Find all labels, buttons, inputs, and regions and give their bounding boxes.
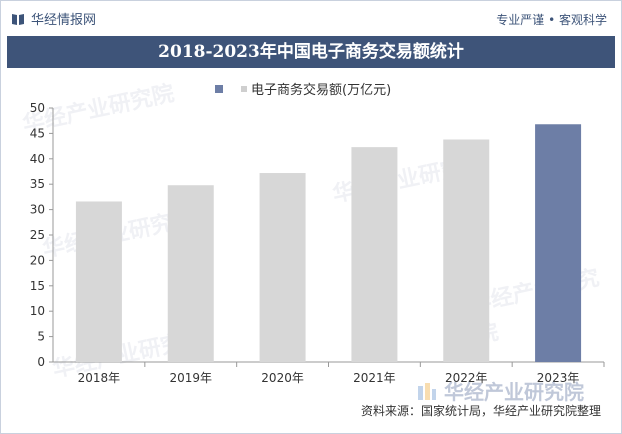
y-tick-label: 10	[30, 304, 45, 318]
x-tick-label: 2023年	[537, 371, 580, 385]
legend-highlight-swatch	[215, 84, 223, 93]
y-tick-label: 5	[37, 330, 45, 344]
y-tick-label: 30	[30, 203, 45, 217]
y-tick-label: 35	[30, 177, 45, 191]
y-tick-label: 50	[30, 101, 45, 115]
y-tick-label: 0	[37, 355, 45, 369]
bar	[535, 124, 582, 362]
bar	[75, 201, 122, 362]
bar	[259, 173, 306, 362]
x-tick-label: 2018年	[78, 371, 121, 385]
brand: 华经情报网	[11, 9, 96, 28]
x-tick-label: 2021年	[353, 371, 396, 385]
y-tick-label: 45	[30, 126, 45, 140]
y-tick-label: 25	[30, 228, 45, 242]
title-bar: 2018-2023年中国电子商务交易额统计	[7, 36, 615, 68]
x-tick-label: 2020年	[261, 371, 304, 385]
y-tick-label: 20	[30, 253, 45, 267]
book-logo-icon	[12, 13, 24, 25]
x-tick-label: 2019年	[169, 371, 212, 385]
bar	[351, 147, 398, 362]
y-tick-label: 40	[30, 152, 45, 166]
legend-series-marker	[241, 85, 247, 92]
slogan: 专业严谨 • 客观科学	[496, 13, 607, 27]
x-tick-label: 2022年	[445, 371, 488, 385]
watermark-logo-icon	[418, 382, 436, 400]
bar	[443, 139, 490, 362]
source-note: 资料来源：国家统计局，华经产业研究院整理	[360, 404, 601, 418]
watermark-brand: 华经产业研究院	[444, 380, 584, 404]
top-bar: 华经情报网 专业严谨 • 客观科学	[1, 1, 621, 35]
chart-title: 2018-2023年中国电子商务交易额统计	[158, 42, 464, 62]
legend-series-label: 电子商务交易额(万亿元)	[251, 83, 392, 98]
brand-name: 华经情报网	[31, 13, 97, 28]
y-tick-label: 15	[30, 279, 45, 293]
legend: 电子商务交易额(万亿元)	[215, 79, 391, 98]
bar	[167, 185, 214, 362]
bottom-watermark: 华经产业研究院	[416, 376, 584, 405]
